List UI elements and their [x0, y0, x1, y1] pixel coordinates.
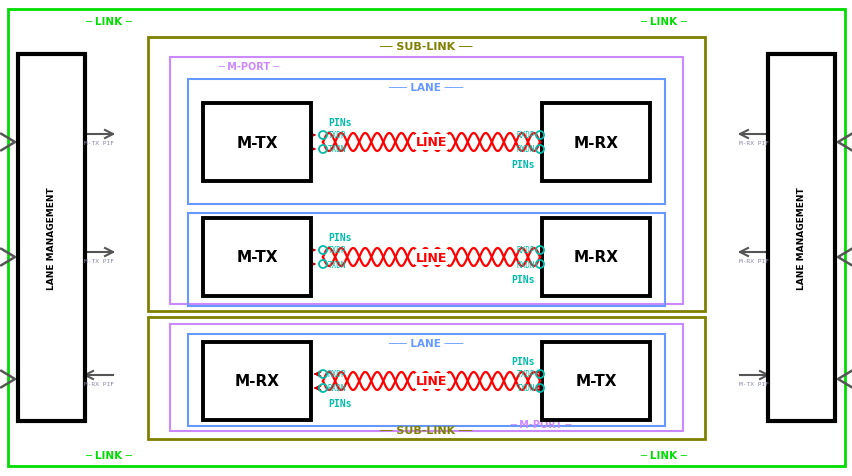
Bar	[541, 218, 649, 297]
Text: ── SUB-LINK ──: ── SUB-LINK ──	[379, 42, 472, 52]
Text: TXDN: TXDN	[516, 384, 534, 393]
Text: M-TX: M-TX	[236, 135, 278, 150]
Text: RXDN: RXDN	[516, 260, 534, 269]
Bar	[203, 104, 311, 182]
Text: LANE MANAGEMENT: LANE MANAGEMENT	[796, 187, 805, 289]
Text: PINs: PINs	[511, 356, 534, 366]
Text: LINE: LINE	[415, 136, 446, 149]
Bar	[187, 214, 665, 307]
Text: ─ LINK ─: ─ LINK ─	[639, 17, 686, 27]
Text: M-TX PIF: M-TX PIF	[738, 381, 769, 386]
Bar	[203, 218, 311, 297]
Text: RXDP: RXDP	[516, 131, 534, 140]
Text: PINs: PINs	[328, 118, 351, 128]
Text: TXDP: TXDP	[328, 131, 346, 140]
Text: ─── LANE ───: ─── LANE ───	[388, 83, 463, 93]
Text: ─ M-PORT ─: ─ M-PORT ─	[509, 419, 571, 429]
Text: PINs: PINs	[511, 275, 534, 284]
Text: PINs: PINs	[511, 159, 534, 169]
Text: RXDN: RXDN	[516, 145, 534, 154]
Text: RXDP: RXDP	[328, 370, 346, 379]
Text: M-RX PIF: M-RX PIF	[738, 141, 769, 146]
Text: TXDP: TXDP	[328, 246, 346, 255]
Text: M-RX: M-RX	[573, 250, 618, 265]
Bar	[187, 334, 665, 426]
Text: LINE: LINE	[415, 375, 446, 387]
Text: RXDP: RXDP	[516, 246, 534, 255]
Text: M-TX: M-TX	[236, 250, 278, 265]
Bar	[203, 342, 311, 420]
Text: PINs: PINs	[328, 232, 351, 242]
Text: M-RX: M-RX	[573, 135, 618, 150]
Bar	[170, 58, 682, 304]
Bar	[18, 55, 85, 421]
Text: M-TX PIF: M-TX PIF	[83, 258, 114, 263]
Text: ─── LANE ───: ─── LANE ───	[388, 338, 463, 348]
Text: LANE MANAGEMENT: LANE MANAGEMENT	[47, 187, 56, 289]
Bar	[148, 317, 704, 439]
Bar	[767, 55, 834, 421]
Bar	[170, 324, 682, 431]
Text: RXDN: RXDN	[328, 384, 346, 393]
Text: ─ LINK ─: ─ LINK ─	[85, 17, 132, 27]
Bar	[541, 342, 649, 420]
Text: ─ LINK ─: ─ LINK ─	[85, 450, 132, 460]
Text: TXDP: TXDP	[516, 370, 534, 379]
Text: TXDN: TXDN	[328, 260, 346, 269]
Text: ── SUB-LINK ──: ── SUB-LINK ──	[379, 425, 472, 435]
Text: TXDN: TXDN	[328, 145, 346, 154]
Text: LINE: LINE	[415, 251, 446, 264]
Text: ─ M-PORT ─: ─ M-PORT ─	[218, 62, 279, 72]
Text: PINs: PINs	[328, 398, 351, 408]
Text: M-TX: M-TX	[574, 374, 616, 389]
Bar	[148, 38, 704, 311]
Bar	[187, 80, 665, 205]
Bar	[541, 104, 649, 182]
Text: M-RX PIF: M-RX PIF	[83, 381, 114, 386]
Text: ─ LINK ─: ─ LINK ─	[639, 450, 686, 460]
Text: M-RX: M-RX	[234, 374, 279, 389]
Text: M-RX PIF: M-RX PIF	[738, 258, 769, 263]
Text: M-TX PIF: M-TX PIF	[83, 141, 114, 146]
